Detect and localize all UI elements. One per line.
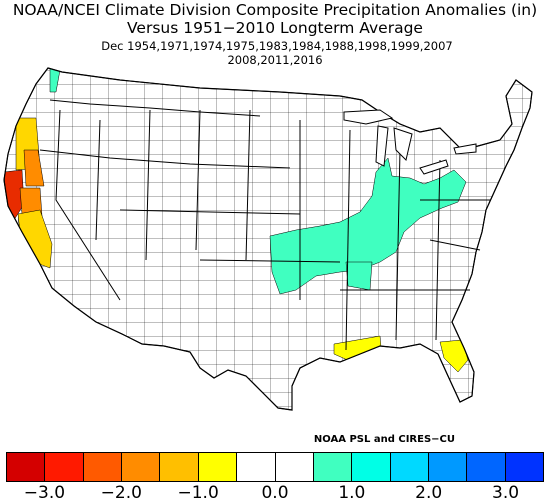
us-climate-division-map: [3, 67, 533, 411]
colorbar-ticks: −3.0 −2.0 −1.0 0.0 1.0 2.0 3.0: [0, 483, 550, 503]
lake-superior: [343, 109, 394, 125]
lake-huron: [393, 127, 413, 161]
colorbar-swatch-11: [428, 453, 468, 481]
dry-anomaly-florida: [439, 339, 469, 373]
colorbar-swatch-5: [198, 453, 238, 481]
colorbar-swatch-8: [313, 453, 353, 481]
dry-anomaly-northern-california-inland: [23, 149, 45, 187]
map-title-line1: NOAA/NCEI Climate Division Composite Pre…: [12, 1, 538, 19]
colorbar-swatch-7: [275, 453, 314, 481]
lake-ontario: [453, 143, 477, 155]
great-lakes: [343, 109, 477, 175]
colorbar-swatch-12: [467, 453, 506, 481]
state-boundaries: [39, 99, 490, 351]
lake-erie: [419, 159, 449, 175]
map-title-line2: Versus 1951−2010 Longterm Average: [127, 19, 423, 37]
colorbar-swatch-1: [45, 453, 84, 481]
colorbar-swatch-13: [505, 453, 544, 481]
colorbar-swatch-2: [83, 453, 123, 481]
wet-anomaly-region-ohio-valley: [269, 157, 467, 295]
colorbar-tick-label: −1.0: [177, 483, 219, 503]
map-subtitle-years-cont: 2008,2011,2016: [227, 53, 323, 67]
colorbar-swatch-4: [160, 453, 199, 481]
lake-michigan: [375, 125, 389, 167]
colorbar: [6, 452, 544, 482]
colorbar-swatch-10: [390, 453, 429, 481]
colorbar-swatch-6: [237, 453, 276, 481]
colorbar-tick-label: −3.0: [23, 483, 66, 503]
colorbar-swatch-9: [352, 453, 391, 481]
colorbar-tick-label: −2.0: [100, 483, 142, 503]
colorbar-tick-label: 0.0: [261, 483, 289, 503]
map-subtitle-years: Dec 1954,1971,1974,1975,1983,1984,1988,1…: [101, 39, 453, 53]
us-coastline: [3, 67, 533, 411]
colorbar-swatch-0: [7, 453, 46, 481]
wet-anomaly-region-arkansas: [345, 261, 373, 291]
colorbar-tick-label: 3.0: [492, 483, 520, 503]
colorbar-swatch-3: [122, 453, 161, 481]
colorbar-tick-label: 2.0: [415, 483, 443, 503]
data-credit: NOAA PSL and CIRES−CU: [313, 434, 455, 445]
colorbar-tick-label: 1.0: [338, 483, 366, 503]
